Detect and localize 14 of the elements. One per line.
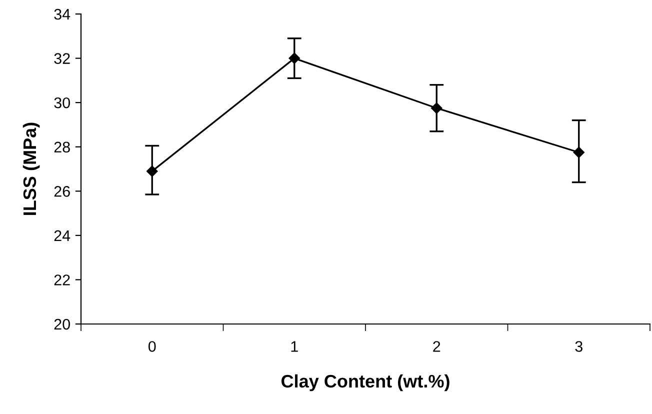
y-tick-label: 22 — [54, 274, 70, 286]
y-tick-label: 28 — [54, 142, 70, 153]
y-tick-label: 24 — [54, 230, 70, 241]
y-axis-title: ILSS (MPa) — [22, 122, 40, 215]
x-tick-label: 1 — [291, 341, 298, 352]
y-tick-label: 34 — [54, 8, 70, 20]
y-tick-label: 20 — [54, 318, 70, 330]
y-tick-label: 30 — [54, 97, 70, 108]
x-tick-label: 3 — [575, 341, 582, 352]
y-tick-label: 32 — [54, 53, 70, 64]
x-axis-title: Clay Content (wt.%) — [281, 374, 450, 392]
x-tick-label: 0 — [148, 341, 156, 352]
x-tick-label: 2 — [433, 341, 440, 352]
y-tick-label: 26 — [54, 186, 70, 197]
